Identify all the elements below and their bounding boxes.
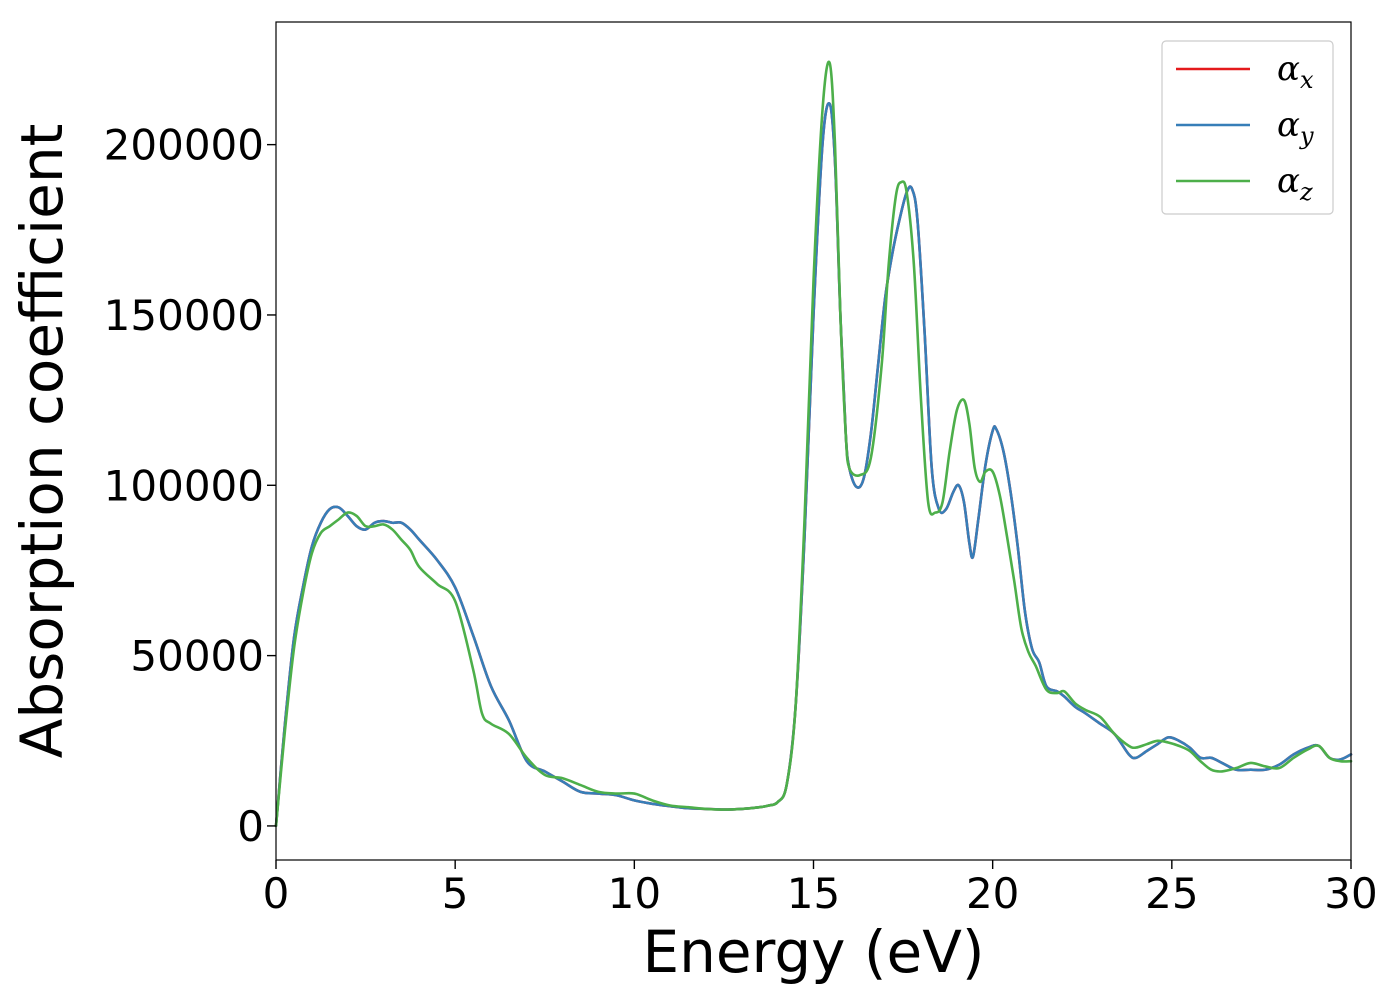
- x-tick-label: 0: [263, 869, 290, 918]
- y-tick-label: 200000: [104, 121, 264, 170]
- legend-label-z: αz: [1277, 161, 1313, 206]
- x-axis-title: Energy (eV): [642, 918, 984, 986]
- x-axis: 0 5 10 15 20 25 30: [263, 860, 1378, 918]
- x-tick-label: 25: [1145, 869, 1198, 918]
- legend-label-x: αx: [1277, 49, 1314, 94]
- y-tick-label: 0: [237, 802, 264, 851]
- series-line-z: [274, 60, 1353, 828]
- y-tick-label: 100000: [104, 461, 264, 510]
- series-line-y: [274, 101, 1353, 828]
- series-layer: [274, 60, 1353, 828]
- legend: αx αy αz: [1161, 40, 1334, 215]
- x-tick-label: 10: [608, 869, 661, 918]
- x-tick-label: 15: [787, 869, 840, 918]
- x-tick-label: 20: [966, 869, 1019, 918]
- legend-box: [1161, 40, 1334, 215]
- y-tick-label: 150000: [104, 291, 264, 340]
- legend-label-y: αy: [1277, 105, 1314, 150]
- y-axis-title: Absorption coefficient: [8, 124, 76, 759]
- x-tick-label: 30: [1324, 869, 1377, 918]
- y-axis: 0 50000 100000 150000 200000: [104, 121, 276, 851]
- y-tick-label: 50000: [130, 632, 264, 681]
- x-tick-label: 5: [442, 869, 469, 918]
